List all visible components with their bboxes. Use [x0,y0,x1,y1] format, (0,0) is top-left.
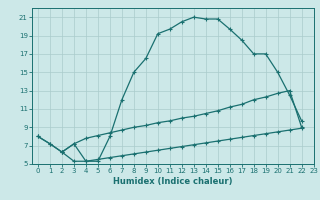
X-axis label: Humidex (Indice chaleur): Humidex (Indice chaleur) [113,177,233,186]
